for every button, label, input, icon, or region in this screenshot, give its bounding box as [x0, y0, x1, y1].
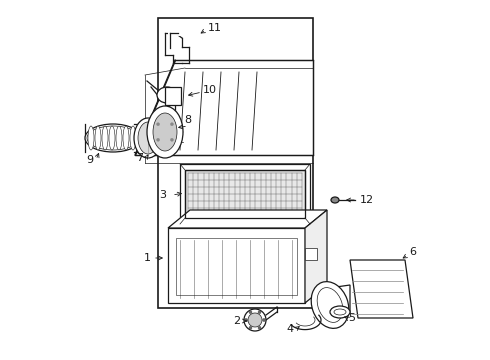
Text: 2: 2: [233, 316, 241, 326]
Bar: [158, 18, 313, 308]
Polygon shape: [305, 210, 327, 303]
Ellipse shape: [85, 124, 141, 152]
Ellipse shape: [331, 197, 339, 203]
Ellipse shape: [147, 106, 183, 158]
Text: 11: 11: [208, 23, 222, 33]
Ellipse shape: [157, 123, 160, 126]
Bar: [185, 170, 305, 218]
Ellipse shape: [244, 309, 266, 331]
Text: 10: 10: [203, 85, 217, 95]
Ellipse shape: [171, 138, 173, 141]
Ellipse shape: [109, 126, 115, 150]
Ellipse shape: [248, 313, 262, 327]
Ellipse shape: [130, 126, 136, 150]
Ellipse shape: [249, 311, 252, 314]
Ellipse shape: [311, 282, 349, 328]
Polygon shape: [315, 285, 350, 313]
Text: 12: 12: [360, 195, 374, 205]
Ellipse shape: [102, 126, 108, 150]
Ellipse shape: [249, 326, 252, 329]
Text: 3: 3: [160, 190, 167, 200]
Ellipse shape: [95, 126, 101, 150]
Ellipse shape: [138, 122, 158, 154]
Ellipse shape: [258, 326, 261, 329]
Text: 7: 7: [136, 153, 144, 163]
Text: 1: 1: [144, 253, 150, 263]
Ellipse shape: [116, 126, 122, 150]
Polygon shape: [168, 210, 327, 228]
Ellipse shape: [263, 319, 266, 321]
Ellipse shape: [317, 288, 343, 323]
Ellipse shape: [245, 319, 247, 321]
Text: 8: 8: [184, 115, 192, 125]
Polygon shape: [185, 170, 305, 218]
Polygon shape: [165, 87, 181, 105]
Text: 9: 9: [86, 155, 94, 165]
Ellipse shape: [171, 123, 173, 126]
Ellipse shape: [134, 118, 162, 158]
Ellipse shape: [157, 138, 160, 141]
Ellipse shape: [330, 306, 350, 318]
Ellipse shape: [334, 309, 346, 315]
Ellipse shape: [157, 87, 177, 103]
Bar: [176, 238, 297, 295]
Polygon shape: [135, 60, 313, 155]
Ellipse shape: [258, 311, 261, 314]
Text: 4: 4: [287, 324, 294, 334]
Polygon shape: [350, 260, 413, 318]
Ellipse shape: [87, 126, 139, 150]
Text: 5: 5: [348, 313, 356, 323]
Polygon shape: [168, 228, 305, 303]
Polygon shape: [305, 248, 317, 260]
Text: 6: 6: [410, 247, 416, 257]
Ellipse shape: [88, 126, 94, 150]
Ellipse shape: [153, 113, 177, 151]
Ellipse shape: [123, 126, 129, 150]
